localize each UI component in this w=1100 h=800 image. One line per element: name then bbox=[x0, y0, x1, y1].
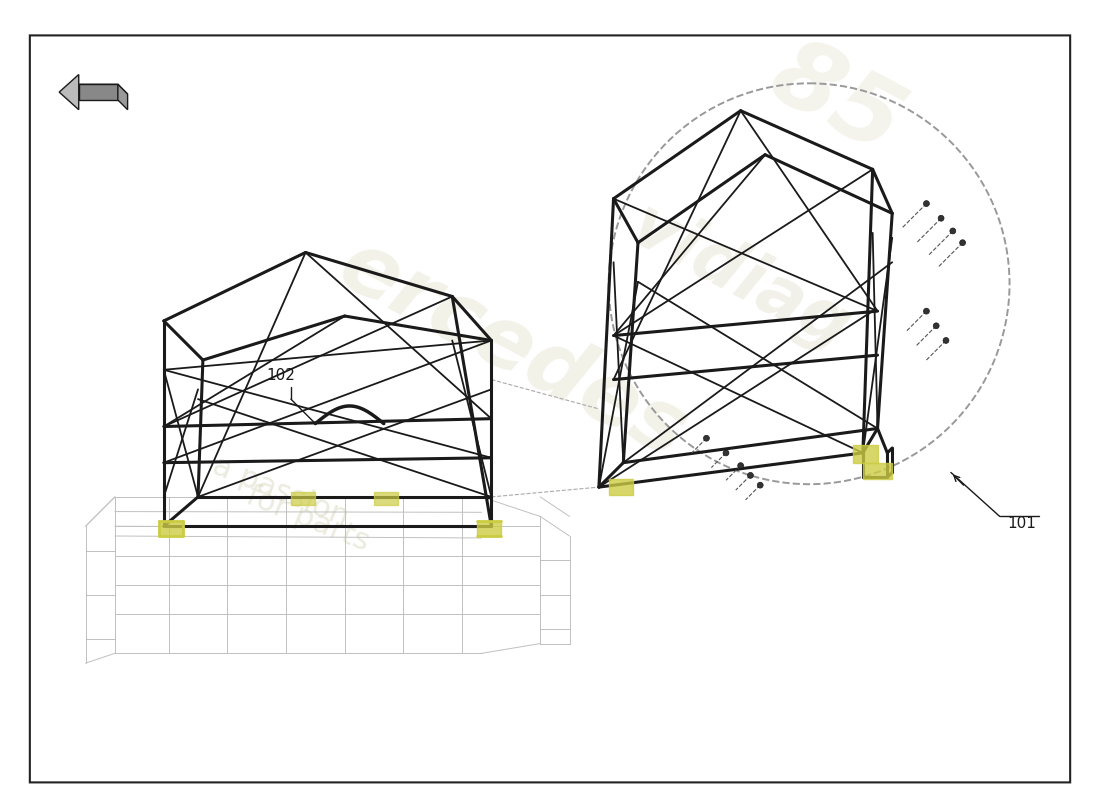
Circle shape bbox=[943, 338, 949, 343]
Text: for parts: for parts bbox=[242, 481, 374, 557]
Polygon shape bbox=[79, 84, 118, 100]
Polygon shape bbox=[862, 462, 892, 479]
Text: 85: 85 bbox=[756, 29, 918, 174]
Circle shape bbox=[938, 215, 944, 221]
Circle shape bbox=[950, 228, 956, 234]
Polygon shape bbox=[608, 479, 634, 495]
Circle shape bbox=[933, 323, 939, 329]
Text: 102: 102 bbox=[266, 367, 296, 382]
Polygon shape bbox=[854, 445, 878, 462]
Circle shape bbox=[738, 462, 744, 469]
Circle shape bbox=[924, 308, 930, 314]
Polygon shape bbox=[290, 492, 316, 505]
Polygon shape bbox=[79, 84, 128, 94]
Polygon shape bbox=[374, 492, 398, 505]
Circle shape bbox=[959, 240, 966, 246]
Circle shape bbox=[924, 201, 930, 206]
Polygon shape bbox=[158, 522, 184, 536]
Polygon shape bbox=[118, 84, 128, 110]
Text: vidiag: vidiag bbox=[618, 193, 861, 365]
Text: ercedes: ercedes bbox=[326, 223, 701, 476]
Polygon shape bbox=[476, 522, 502, 536]
Circle shape bbox=[748, 473, 754, 478]
Text: 101: 101 bbox=[1008, 516, 1036, 531]
Circle shape bbox=[723, 450, 729, 456]
Circle shape bbox=[757, 482, 763, 488]
Circle shape bbox=[704, 435, 710, 441]
FancyBboxPatch shape bbox=[30, 35, 1070, 782]
Text: a passion: a passion bbox=[208, 451, 353, 532]
Polygon shape bbox=[59, 74, 79, 110]
